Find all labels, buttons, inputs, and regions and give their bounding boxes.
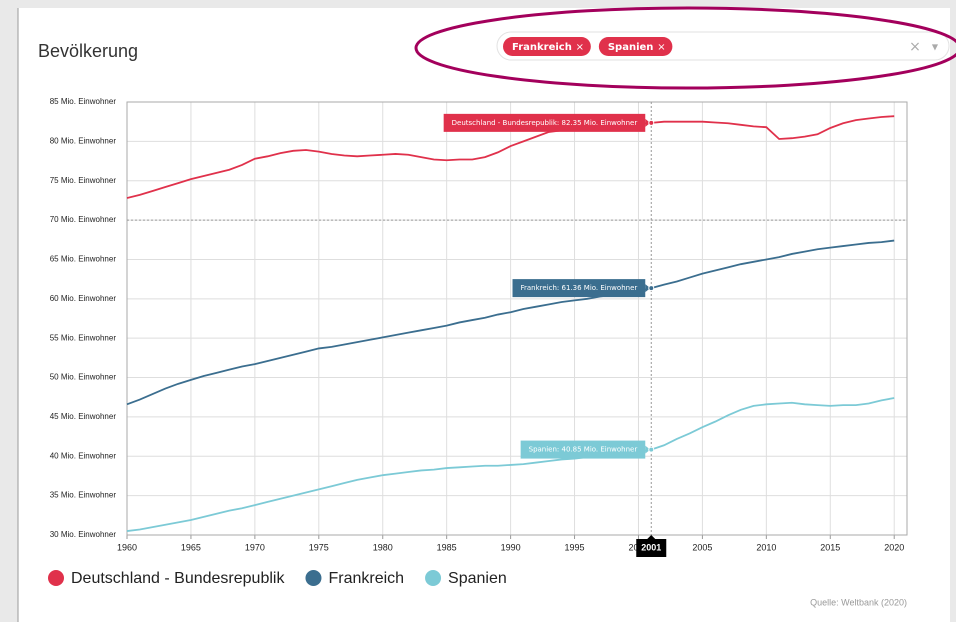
panel bbox=[18, 8, 950, 622]
clear-icon[interactable]: × bbox=[909, 39, 921, 55]
y-tick-label: 60 Mio. Einwohner bbox=[50, 294, 117, 303]
x-tick-label: 1990 bbox=[501, 542, 521, 552]
chart-title: Bevölkerung bbox=[38, 41, 138, 61]
tooltip: Deutschland - Bundesrepublik: 82.35 Mio.… bbox=[443, 113, 655, 132]
x-tick-label: 2015 bbox=[820, 542, 840, 552]
tooltip-point bbox=[648, 285, 655, 292]
x-tick-label: 1970 bbox=[245, 542, 265, 552]
y-tick-label: 50 Mio. Einwohner bbox=[50, 373, 117, 382]
x-tick-label: 1960 bbox=[117, 542, 137, 552]
chip-label: Frankreich bbox=[512, 42, 572, 53]
dropdown-icon[interactable]: ▼ bbox=[932, 43, 939, 52]
crosshair-label-bg bbox=[636, 539, 667, 557]
tooltip-bg bbox=[512, 279, 646, 298]
legend-swatch bbox=[425, 570, 442, 586]
legend-swatch bbox=[48, 570, 64, 586]
tooltip-text: Frankreich: 61.36 Mio. Einwohner bbox=[521, 284, 638, 292]
y-tick-label: 45 Mio. Einwohner bbox=[50, 412, 117, 421]
legend-label: Deutschland - Bundesrepublik bbox=[71, 570, 285, 587]
tooltip-text: Deutschland - Bundesrepublik: 82.35 Mio.… bbox=[452, 119, 638, 127]
y-tick-label: 40 Mio. Einwohner bbox=[50, 451, 117, 460]
y-tick-label: 70 Mio. Einwohner bbox=[50, 215, 117, 224]
filter-chip[interactable]: Spanien × bbox=[598, 37, 673, 56]
y-tick-label: 65 Mio. Einwohner bbox=[50, 255, 117, 264]
x-tick-label: 1980 bbox=[373, 542, 393, 552]
legend-label: Frankreich bbox=[328, 570, 404, 587]
x-tick-label: 2020 bbox=[884, 542, 904, 552]
tooltip: Frankreich: 61.36 Mio. Einwohner bbox=[512, 279, 655, 298]
x-tick-label: 1995 bbox=[565, 542, 585, 552]
legend-swatch bbox=[305, 570, 322, 586]
filter-chip[interactable]: Frankreich × bbox=[503, 37, 591, 56]
plot-border bbox=[126, 101, 908, 536]
y-tick-label: 55 Mio. Einwohner bbox=[50, 333, 117, 342]
highlight-ellipse bbox=[414, 6, 956, 90]
x-tick-label: 1975 bbox=[309, 542, 329, 552]
y-tick-label: 75 Mio. Einwohner bbox=[50, 176, 117, 185]
tooltip: Spanien: 40.85 Mio. Einwohner bbox=[520, 440, 655, 459]
y-tick-label: 80 Mio. Einwohner bbox=[50, 136, 117, 145]
tooltip-point bbox=[648, 446, 655, 453]
crosshair-label: 2001 bbox=[641, 542, 661, 552]
chip-remove[interactable]: × bbox=[657, 42, 665, 53]
x-tick-label: 1985 bbox=[437, 542, 457, 552]
x-tick-label: 2005 bbox=[692, 542, 712, 552]
tooltip-pointer bbox=[645, 445, 651, 454]
legend-label: Spanien bbox=[448, 570, 507, 587]
tooltip-pointer bbox=[645, 284, 651, 293]
y-tick-label: 35 Mio. Einwohner bbox=[50, 491, 117, 500]
legend-item[interactable]: Deutschland - Bundesrepublik bbox=[48, 570, 285, 587]
series-line bbox=[126, 115, 895, 199]
tooltip-pointer bbox=[645, 118, 651, 127]
x-tick-label: 2010 bbox=[756, 542, 776, 552]
chip-bg bbox=[503, 37, 591, 56]
tooltip-bg bbox=[520, 440, 646, 459]
chip-bg bbox=[598, 37, 673, 56]
chip-remove[interactable]: × bbox=[576, 42, 584, 53]
y-tick-label: 85 Mio. Einwohner bbox=[50, 97, 117, 106]
tooltip-bg bbox=[443, 113, 646, 132]
legend-item[interactable]: Frankreich bbox=[305, 570, 404, 587]
x-tick-label: 1965 bbox=[181, 542, 201, 552]
source: Quelle: Weltbank (2020) bbox=[810, 597, 907, 607]
chip-label: Spanien bbox=[608, 42, 654, 53]
series-line bbox=[126, 239, 895, 406]
series-line bbox=[126, 397, 895, 532]
tooltip-point bbox=[648, 119, 655, 126]
crosshair-label-pointer bbox=[647, 535, 656, 539]
legend-item[interactable]: Spanien bbox=[425, 570, 507, 587]
y-tick-label: 30 Mio. Einwohner bbox=[50, 530, 117, 539]
tooltip-text: Spanien: 40.85 Mio. Einwohner bbox=[529, 446, 638, 454]
